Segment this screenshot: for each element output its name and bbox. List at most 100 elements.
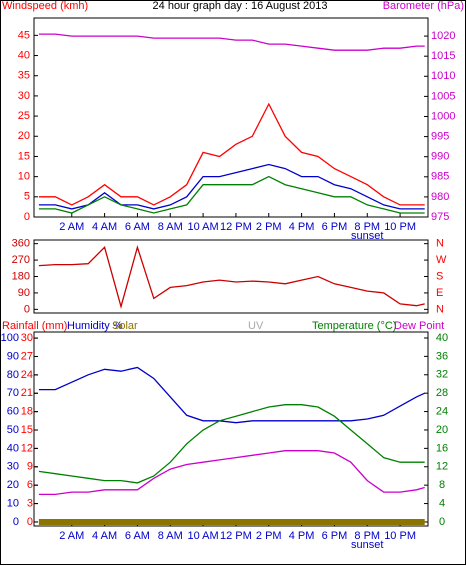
x-tick-label: 4 PM [289,221,315,233]
legend-entry: Rainfall (mm) [2,320,67,332]
x-tick-label: 10 AM [187,530,218,542]
y2-tick-label: W [436,254,447,266]
x-tick-label: 12 PM [220,221,252,233]
y3-tick-label: 12 [21,442,33,454]
y2-tick-label: 28 [436,387,448,399]
x-tick-label: 2 AM [59,530,84,542]
y2-tick-label: 990 [431,151,449,163]
y-tick-label: 0 [13,516,19,528]
y2-tick-label: S [436,270,443,282]
y-tick-label: 40 [18,49,30,61]
series-line [38,163,425,210]
y2-tick-label: 1015 [431,50,455,62]
y2-axis-label: Barometer (hPa) [383,0,464,12]
x-tick-label: 6 AM [125,221,150,233]
x-tick-label: 12 PM [220,530,252,542]
y2-tick-label: 975 [431,211,449,223]
x-tick-label: 6 PM [322,530,348,542]
y-tick-label: 20 [7,479,19,491]
y2-tick-label: 12 [436,461,448,473]
y-tick-label: 30 [7,461,19,473]
x-tick-label: 6 AM [125,530,150,542]
x-tick-label: 6 PM [322,221,348,233]
y-tick-label: 80 [7,369,19,381]
x-tick-label: 8 AM [158,530,183,542]
y3-tick-label: 30 [21,332,33,344]
y3-tick-label: 9 [27,461,33,473]
series-line [38,175,425,214]
y2-tick-label: 36 [436,350,448,362]
y2-tick-label: 0 [439,516,445,528]
y2-tick-label: E [436,287,443,299]
y-tick-label: 90 [18,287,30,299]
x-tick-label: 8 PM [354,221,380,233]
y2-tick-label: 1000 [431,110,455,122]
y-tick-label: 50 [7,424,19,436]
y-tick-label: 15 [18,150,30,162]
y2-tick-label: 1005 [431,90,455,102]
y-tick-label: 70 [7,387,19,399]
x-tick-label: 2 AM [59,221,84,233]
y3-tick-label: 24 [21,369,33,381]
y-tick-label: 25 [18,110,30,122]
y-tick-label: 35 [18,70,30,82]
legend-entry: Dew Point [394,320,444,332]
y-tick-label: 90 [7,350,19,362]
y2-tick-label: 40 [436,332,448,344]
y3-tick-label: 3 [27,497,33,509]
series-line [38,245,425,310]
y2-tick-label: 985 [431,171,449,183]
x-tick-label: 10 PM [384,221,416,233]
plot-area [33,17,429,218]
y2-tick-label: 1010 [431,70,455,82]
y2-tick-label: 24 [436,405,448,417]
y-tick-label: 60 [7,406,19,418]
annotation: sunset [351,539,383,551]
y2-tick-label: 995 [431,131,449,143]
x-tick-label: 4 PM [289,530,315,542]
chart-title: 24 hour graph day : 16 August 2013 [153,0,328,12]
y-tick-label: 180 [12,270,30,282]
y-tick-label: 0 [24,303,30,315]
y3-tick-label: 0 [27,516,33,528]
y2-tick-label: 20 [436,424,448,436]
y2-tick-label: 8 [439,479,445,491]
y-tick-label: 45 [18,29,30,41]
y3-tick-label: 15 [21,424,33,436]
y3-tick-label: 18 [21,406,33,418]
series-line [38,366,425,424]
x-tick-label: 8 PM [354,530,380,542]
y-tick-label: 0 [24,211,30,223]
y-tick-label: 10 [18,171,30,183]
y2-tick-label: 4 [439,497,445,509]
y2-tick-label: 980 [431,191,449,203]
y2-tick-label: N [436,303,444,315]
y-tick-label: 30 [18,90,30,102]
legend-entry: Humidity % [67,320,123,332]
x-tick-label: 10 PM [384,530,416,542]
y2-tick-label: 1020 [431,30,455,42]
y-axis-label: Windspeed (kmh) [2,0,88,12]
y-tick-label: 270 [12,254,30,266]
legend-entry: Temperature (°C) [312,320,396,332]
y-tick-label: 40 [7,442,19,454]
y3-tick-label: 21 [21,387,33,399]
series-line [38,102,425,206]
y3-tick-label: 6 [27,479,33,491]
x-tick-label: 10 AM [187,221,218,233]
y-tick-label: 100 [1,332,19,344]
y2-tick-label: 16 [436,442,448,454]
y2-tick-label: N [436,238,444,250]
y-tick-label: 10 [7,497,19,509]
legend-entry: UV [248,320,264,332]
x-tick-label: 2 PM [256,221,282,233]
y3-tick-label: 27 [21,350,33,362]
y-tick-label: 360 [12,238,30,250]
y-tick-label: 20 [18,130,30,142]
x-tick-label: 4 AM [92,221,117,233]
legend-entry: Solar [112,320,138,332]
plot-area [33,331,429,527]
x-tick-label: 8 AM [158,221,183,233]
